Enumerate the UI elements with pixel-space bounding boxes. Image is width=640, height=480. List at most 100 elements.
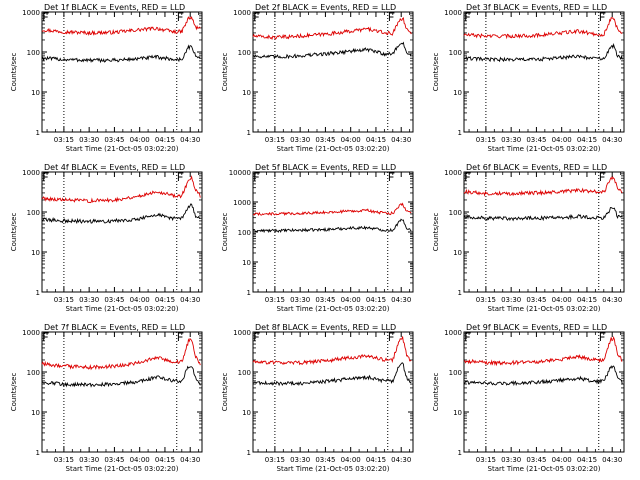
y-tick-label: 1: [247, 449, 251, 457]
panel-det-4: Det 4f BLACK = Events, RED = LLD 1 10 100 10…: [10, 163, 203, 313]
y-tick-label: 1: [247, 129, 251, 137]
panel-det-6: Det 6f BLACK = Events, RED = LLD 1 10 100 10…: [432, 163, 625, 313]
x-tick-label: 04:30: [391, 456, 411, 464]
x-tick-label: 03:15: [265, 456, 285, 464]
x-tick-label: 03:15: [54, 296, 74, 304]
x-axis-label: Start Time (21-Oct-05 03:02:20): [277, 145, 390, 153]
events-series-line: [463, 365, 623, 387]
events-series-line: [41, 365, 201, 388]
lld-series-line: [252, 17, 412, 41]
x-tick-label: 04:15: [366, 136, 386, 144]
y-tick-label: 1000: [233, 329, 251, 337]
panel-title: Det 7f BLACK = Events, RED = LLD: [44, 323, 185, 332]
x-tick-label: 03:45: [315, 296, 335, 304]
y-tick-label: 100: [27, 369, 40, 377]
events-series-line: [41, 44, 201, 64]
panel-grid: Det 1f BLACK = Events, RED = LLD11010010…: [10, 3, 625, 473]
y-tick-label: 1: [458, 129, 462, 137]
interval-marker-icon: [465, 12, 471, 21]
x-tick-label: 04:00: [341, 456, 361, 464]
interval-marker-icon: [177, 332, 184, 341]
y-tick-label: 10: [242, 89, 251, 97]
y-tick-label: 100: [449, 49, 462, 57]
x-tick-label: 04:15: [155, 456, 175, 464]
x-tick-label: 04:00: [341, 136, 361, 144]
lld-series-line: [41, 337, 201, 371]
y-tick-label: 1: [247, 289, 251, 297]
x-tick-label: 03:45: [315, 456, 335, 464]
x-tick-label: 04:15: [155, 296, 175, 304]
interval-marker-icon: [599, 332, 606, 341]
x-tick-label: 03:15: [54, 456, 74, 464]
x-tick-label: 03:45: [104, 296, 124, 304]
plot-frame: [41, 171, 203, 293]
y-tick-label: 10: [242, 259, 251, 267]
y-tick-label: 1000: [444, 9, 462, 17]
panel-det-5: Det 5f BLACK = Events, RED = LLD 1 10 100 10…: [221, 163, 414, 313]
plot-frame: [41, 11, 203, 133]
y-tick-label: 1000: [22, 169, 40, 177]
x-tick-label: 03:30: [290, 456, 310, 464]
events-series-line: [252, 362, 412, 387]
interval-marker-icon: [254, 172, 260, 181]
x-tick-label: 03:45: [526, 136, 546, 144]
interval-marker-icon: [177, 172, 184, 181]
x-tick-label: 03:45: [526, 456, 546, 464]
y-tick-label: 1000: [233, 199, 251, 207]
x-tick-label: 04:00: [130, 136, 150, 144]
x-tick-label: 04:15: [577, 136, 597, 144]
y-tick-label: 1000: [22, 329, 40, 337]
y-tick-label: 100: [27, 49, 40, 57]
x-tick-label: 03:30: [501, 296, 521, 304]
y-tick-label: 10: [31, 89, 40, 97]
y-tick-label: 10: [453, 89, 462, 97]
panel-title: Det 9f BLACK = Events, RED = LLD: [466, 323, 607, 332]
panel-title: Det 5f BLACK = Events, RED = LLD: [255, 163, 396, 172]
y-tick-label: 1: [458, 289, 462, 297]
events-series-line: [41, 203, 201, 225]
plot-frame: [252, 11, 414, 133]
interval-marker-icon: [43, 12, 49, 21]
lld-series-line: [252, 336, 412, 366]
x-axis-label: Start Time (21-Oct-05 03:02:20): [277, 305, 390, 313]
interval-marker-icon: [177, 12, 184, 21]
panel-title: Det 3f BLACK = Events, RED = LLD: [466, 3, 607, 12]
x-tick-label: 04:00: [552, 456, 572, 464]
plot-frame: [463, 11, 625, 133]
panel-title: Det 2f BLACK = Events, RED = LLD: [255, 3, 396, 12]
interval-marker-icon: [254, 12, 260, 21]
x-tick-label: 04:00: [130, 296, 150, 304]
y-axis-label: Counts/sec: [432, 53, 440, 92]
x-axis-label: Start Time (21-Oct-05 03:02:20): [488, 305, 601, 313]
interval-marker-icon: [388, 12, 395, 21]
plot-frame: [463, 171, 625, 293]
x-tick-label: 03:45: [104, 136, 124, 144]
x-tick-label: 03:15: [54, 136, 74, 144]
x-tick-label: 04:30: [602, 136, 622, 144]
x-tick-label: 04:30: [180, 296, 200, 304]
y-tick-label: 1000: [444, 329, 462, 337]
y-tick-label: 1: [36, 289, 40, 297]
x-tick-label: 04:15: [366, 296, 386, 304]
x-tick-label: 03:30: [290, 136, 310, 144]
x-tick-label: 04:30: [602, 456, 622, 464]
y-axis-label: Counts/sec: [10, 213, 18, 252]
lld-series-line: [41, 16, 201, 37]
x-tick-label: 03:45: [315, 136, 335, 144]
x-axis-label: Start Time (21-Oct-05 03:02:20): [66, 465, 179, 473]
x-axis-label: Start Time (21-Oct-05 03:02:20): [488, 145, 601, 153]
y-tick-label: 100: [238, 229, 251, 237]
plot-frame: [41, 331, 203, 453]
y-tick-label: 10000: [229, 169, 251, 177]
panel-det-1: Det 1f BLACK = Events, RED = LLD 1 10 100 10…: [10, 3, 203, 153]
x-tick-label: 04:15: [155, 136, 175, 144]
x-tick-label: 03:30: [290, 296, 310, 304]
interval-marker-icon: [599, 172, 606, 181]
y-tick-label: 100: [238, 369, 251, 377]
x-tick-label: 03:15: [476, 456, 496, 464]
x-tick-label: 04:30: [180, 136, 200, 144]
x-tick-label: 03:30: [79, 456, 99, 464]
x-tick-label: 03:30: [79, 136, 99, 144]
y-axis-label: Counts/sec: [221, 53, 229, 92]
y-tick-label: 1000: [233, 9, 251, 17]
